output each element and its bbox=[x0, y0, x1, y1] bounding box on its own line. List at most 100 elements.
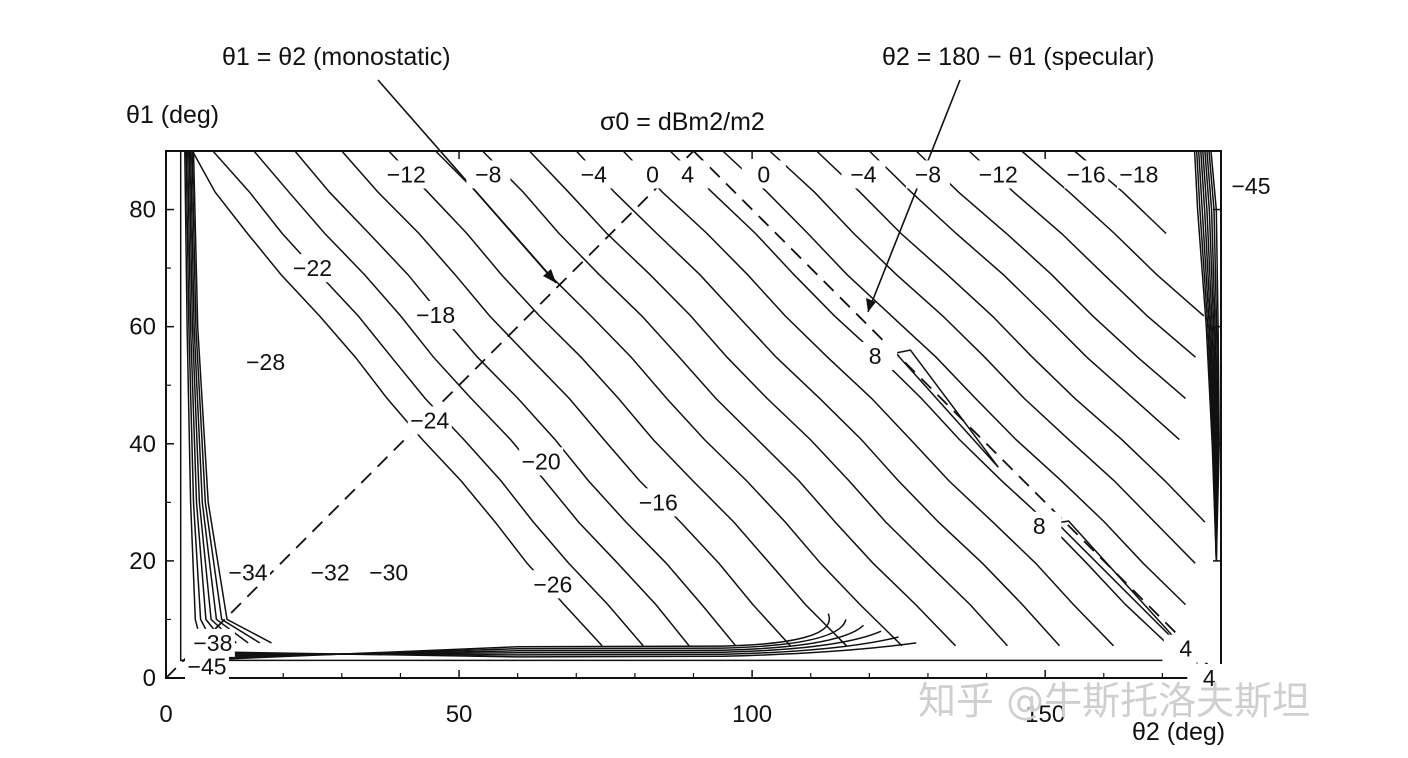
contour-label: 8 bbox=[1033, 513, 1046, 539]
contour-label-bg bbox=[185, 652, 230, 681]
contour-label-bg bbox=[290, 254, 335, 283]
contour-line bbox=[253, 150, 690, 647]
plot-frame bbox=[165, 150, 1222, 679]
bottom-band-contour bbox=[192, 636, 899, 656]
ridge-island-upper bbox=[895, 349, 999, 468]
contour-label-bg bbox=[1017, 511, 1062, 540]
contour-label-bg bbox=[1116, 160, 1161, 189]
contour-label: −4 bbox=[581, 161, 607, 187]
contour-label-bg bbox=[243, 347, 288, 376]
specular-line bbox=[692, 150, 1222, 679]
contour-label-bg bbox=[366, 558, 411, 587]
x-tick-label: 100 bbox=[732, 701, 772, 728]
contour-label-bg bbox=[384, 160, 429, 189]
y-tick-label: 0 bbox=[143, 665, 156, 692]
contour-label: −24 bbox=[410, 407, 449, 433]
contour-label-bg bbox=[226, 558, 271, 587]
outer-contour bbox=[179, 151, 1163, 662]
contour-line bbox=[191, 150, 603, 647]
contour-label-bg bbox=[530, 570, 575, 599]
contour-line bbox=[669, 150, 1170, 647]
contour-line bbox=[769, 150, 1196, 564]
contour-line bbox=[816, 150, 1206, 523]
contour-lines bbox=[179, 150, 1220, 664]
contour-label-bg bbox=[190, 628, 235, 657]
contour-label: −20 bbox=[522, 448, 561, 474]
contour-label-bg bbox=[741, 160, 786, 189]
contour-label-bg bbox=[466, 160, 511, 189]
contour-line bbox=[1021, 150, 1205, 317]
contour-label-bg bbox=[407, 406, 452, 435]
contour-label: 0 bbox=[646, 161, 659, 187]
specular-arrowhead bbox=[866, 298, 876, 312]
y-axis-label: θ1 (deg) bbox=[126, 101, 219, 129]
left-wall-contour bbox=[189, 150, 249, 644]
bottom-band-contour bbox=[192, 613, 831, 662]
contour-line bbox=[868, 150, 1180, 441]
bottom-band-contour bbox=[192, 630, 882, 656]
contour-label: −16 bbox=[1067, 161, 1106, 187]
contour-line bbox=[212, 150, 644, 647]
annotation-monostatic: θ1 = θ2 (monostatic) bbox=[222, 43, 451, 71]
axis-ticks bbox=[165, 151, 1221, 679]
contour-label: −4 bbox=[850, 161, 876, 187]
contour-line bbox=[294, 150, 737, 647]
contour-label: −18 bbox=[416, 302, 455, 328]
left-wall-contour bbox=[186, 150, 226, 644]
contour-label-bg bbox=[1187, 664, 1232, 692]
left-wall-contour bbox=[192, 150, 272, 644]
contour-label: −16 bbox=[639, 489, 678, 515]
contour-line bbox=[575, 150, 1061, 647]
contour-label: 0 bbox=[757, 161, 770, 187]
contour-label-bg bbox=[976, 160, 1021, 189]
contour-label-bg bbox=[905, 160, 950, 189]
ridge-island-lower bbox=[1056, 520, 1199, 664]
contour-label: −22 bbox=[293, 255, 332, 281]
left-wall-contour bbox=[184, 150, 202, 644]
contour-line bbox=[528, 150, 1008, 647]
tick-labels: 0 50 100 150 0 20 40 60 80 bbox=[129, 197, 1065, 728]
contour-label-bg bbox=[1163, 634, 1208, 663]
left-wall-contour bbox=[191, 150, 261, 644]
contour-line bbox=[722, 150, 1187, 606]
contour-labels: −12 −8 −4 0 4 0 −4 −8 −12 −16 −18 −45−22−18−28−24−2… bbox=[185, 160, 1273, 692]
y-tick-label: 80 bbox=[129, 197, 156, 224]
contour-label-bg bbox=[308, 558, 353, 587]
y-tick-label: 40 bbox=[129, 431, 156, 458]
contour-label: −8 bbox=[475, 161, 501, 187]
monostatic-arrowhead bbox=[543, 269, 556, 283]
left-wall-contour bbox=[185, 150, 214, 644]
bottom-band-contour bbox=[192, 619, 847, 660]
contour-label: 4 bbox=[681, 161, 694, 187]
left-wall-contour bbox=[188, 150, 237, 644]
x-tick-label: 50 bbox=[446, 701, 473, 728]
contour-label: −32 bbox=[311, 560, 350, 586]
specular-arrow-line bbox=[867, 79, 961, 313]
contour-label: 4 bbox=[1179, 636, 1192, 662]
contour-label-bg bbox=[413, 300, 458, 329]
contour-line bbox=[481, 150, 957, 647]
contour-label: −26 bbox=[533, 571, 572, 597]
reference-lines bbox=[165, 150, 1222, 679]
contour-line bbox=[341, 150, 791, 647]
contour-label: −34 bbox=[229, 560, 268, 586]
contour-label: −45 bbox=[1231, 173, 1270, 199]
contour-label: −12 bbox=[979, 161, 1018, 187]
contour-label-bg bbox=[1064, 160, 1109, 189]
contour-line bbox=[622, 150, 1115, 647]
contour-label-bg bbox=[841, 160, 886, 189]
contour-line bbox=[388, 150, 848, 647]
x-tick-label: 150 bbox=[1025, 701, 1065, 728]
bottom-band-contour bbox=[192, 642, 917, 658]
y-tick-label: 20 bbox=[129, 548, 156, 575]
watermark: 知乎 @牛斯托洛夫斯坦 bbox=[918, 679, 1310, 723]
contour-label-bg bbox=[1229, 172, 1273, 201]
contour-label: 8 bbox=[869, 343, 882, 369]
contour-label: −28 bbox=[246, 349, 285, 375]
contour-label: −38 bbox=[193, 630, 232, 656]
annotation-specular: θ2 = 180 − θ1 (specular) bbox=[882, 43, 1154, 71]
contour-line bbox=[915, 150, 1186, 399]
contour-label-bg bbox=[665, 160, 710, 189]
contour-label-bg bbox=[636, 488, 681, 517]
